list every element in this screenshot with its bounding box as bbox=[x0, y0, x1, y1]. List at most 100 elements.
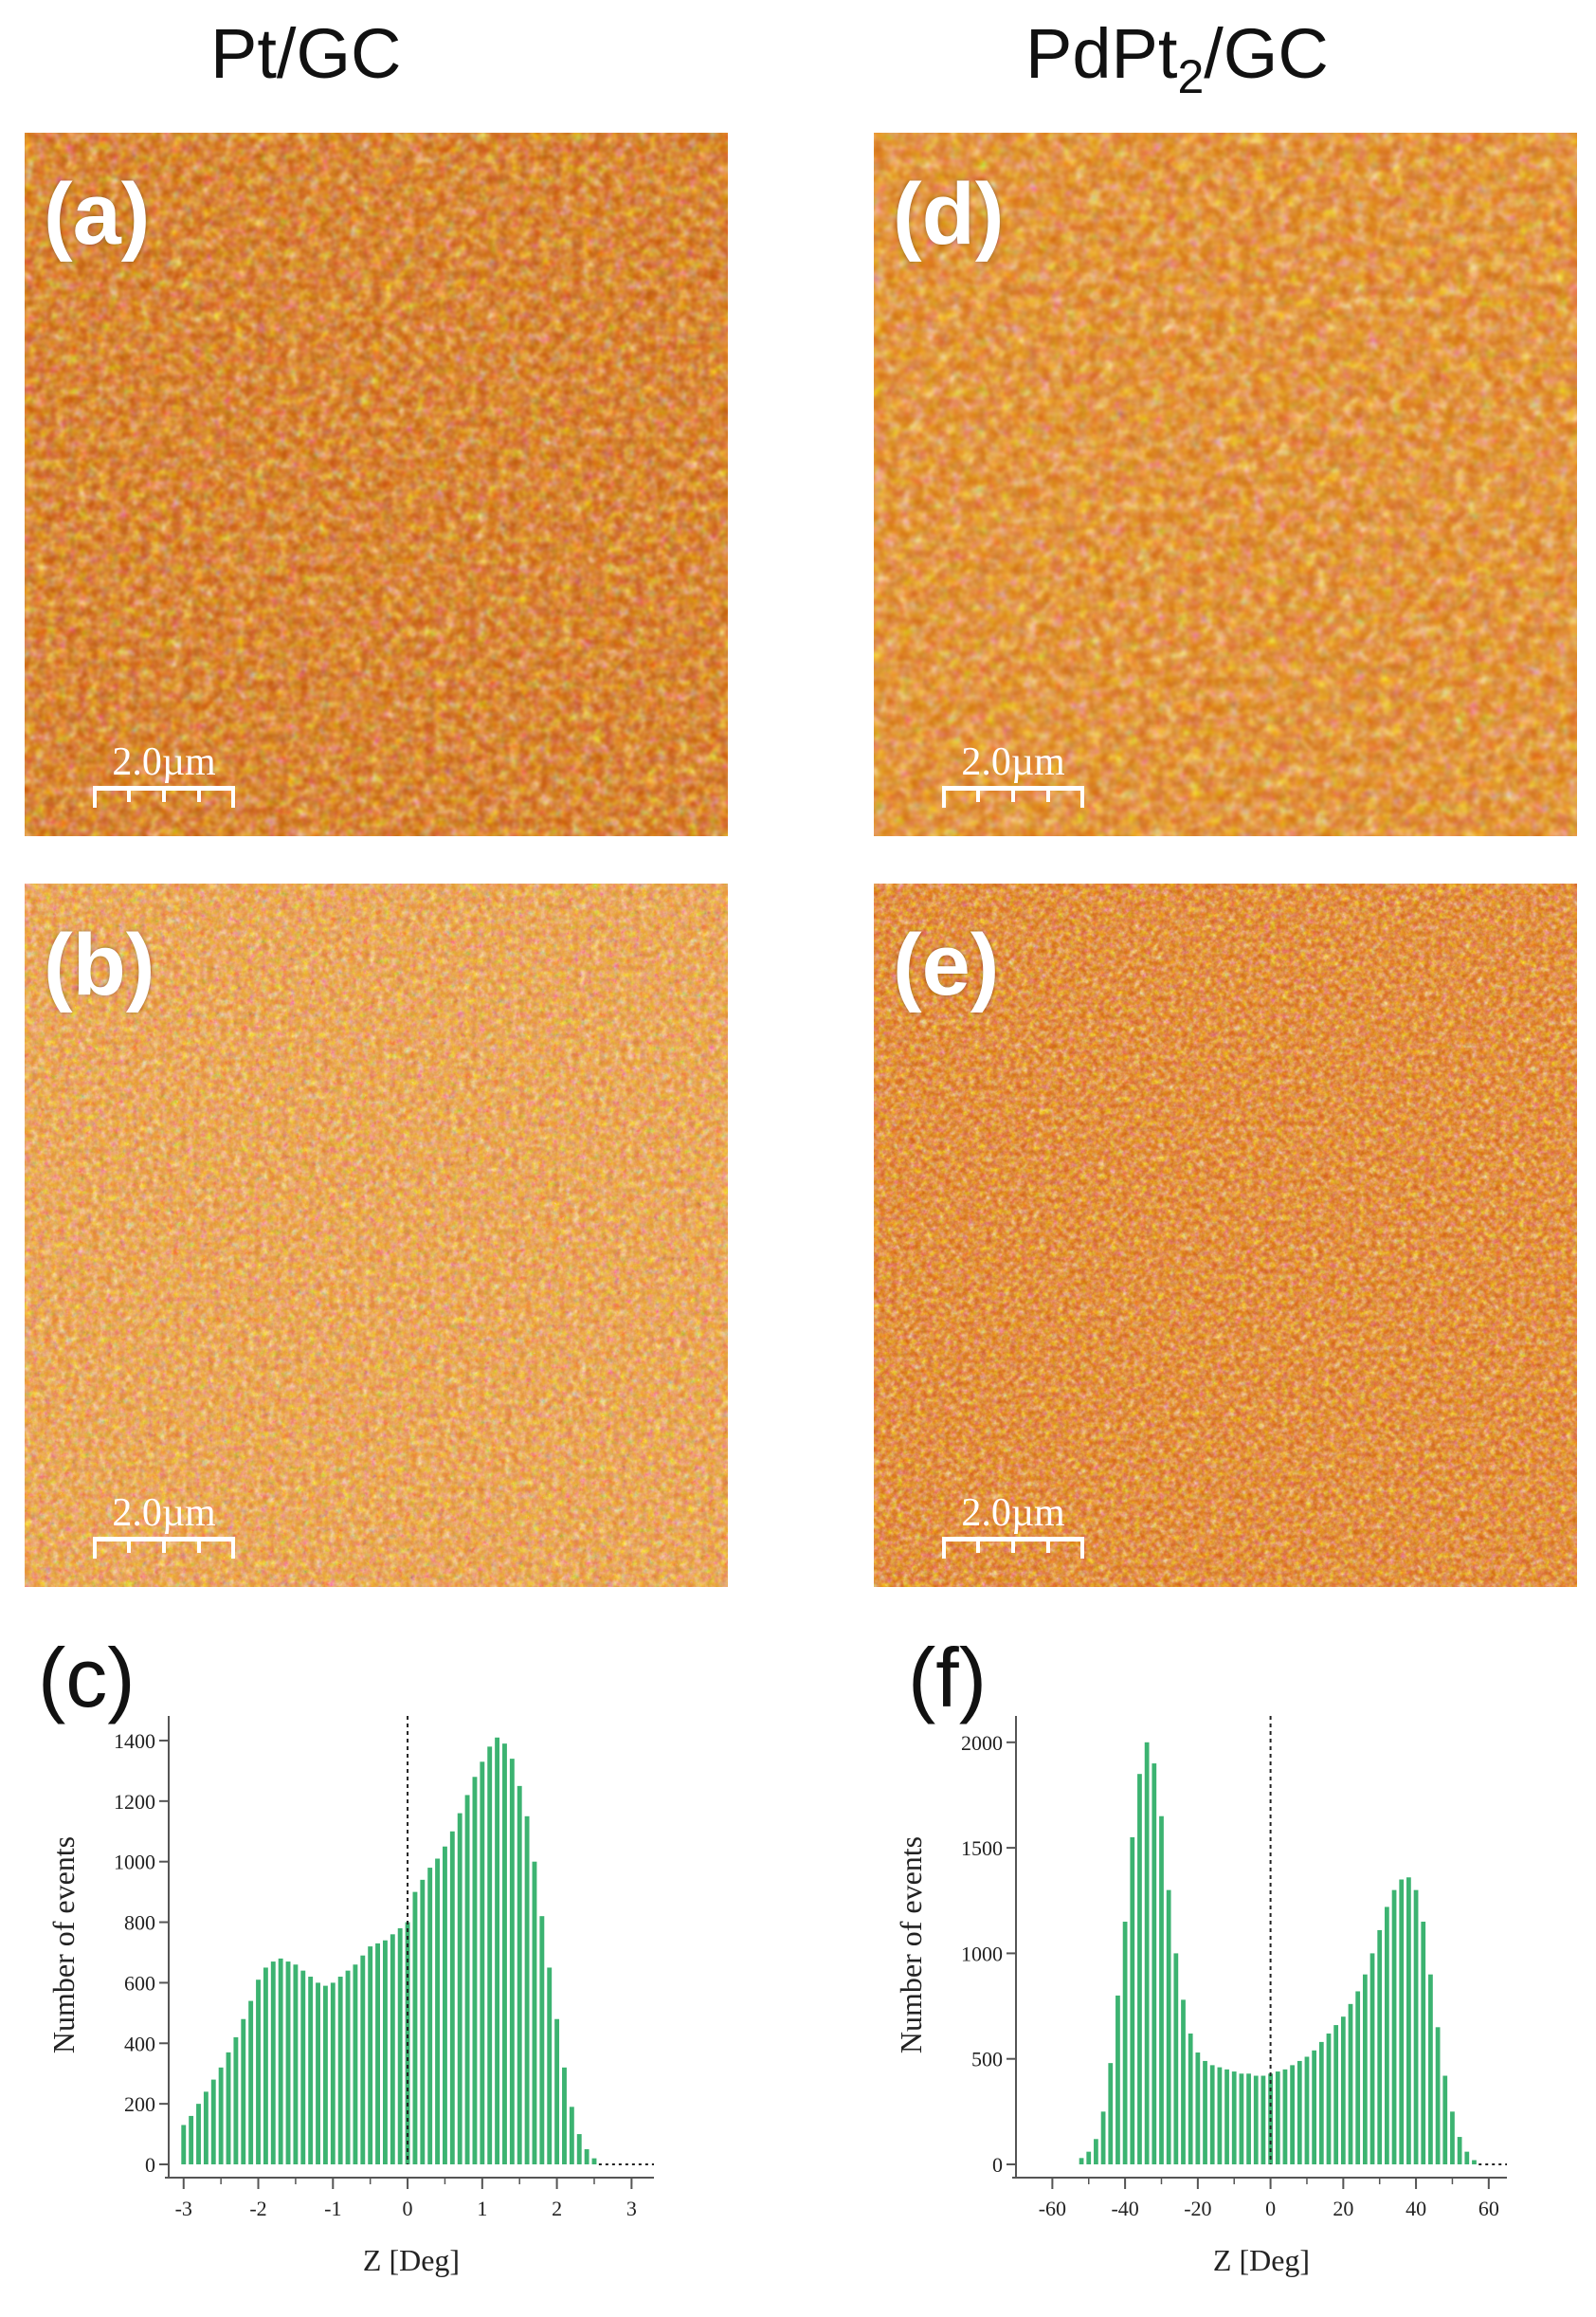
histogram-chart-f: 0 500 1000 1500 2000 -60 -40 -20 0 20 40 60 Z [Deg] N… bbox=[894, 1716, 1507, 2277]
x-tick-label: -20 bbox=[1184, 2197, 1211, 2220]
bar bbox=[203, 2091, 209, 2164]
bar bbox=[1188, 2033, 1193, 2164]
afm-panel-e: (e) 2.0µm bbox=[874, 884, 1577, 1587]
histogram-panel-c: (c) 0 200 400 600 800 1000 1200 1400 -3 -2 -1 0 1 2 3 Z… bbox=[0, 1602, 720, 2304]
y-tick-label: 400 bbox=[124, 2032, 155, 2055]
column-title-pdpt2-gc: PdPt2/GC bbox=[1025, 13, 1329, 104]
scale-bar-d: 2.0µm bbox=[942, 742, 1084, 808]
bar bbox=[1253, 2075, 1259, 2164]
y-tick-label: 2000 bbox=[961, 1731, 1003, 1755]
bar bbox=[300, 1970, 306, 2164]
title-part-gc: /GC bbox=[1204, 14, 1329, 93]
panel-label-a: (a) bbox=[44, 166, 151, 263]
bar bbox=[360, 1955, 366, 2164]
bar bbox=[524, 1815, 530, 2164]
y-tick-label: 0 bbox=[145, 2153, 155, 2177]
bar bbox=[1406, 1877, 1411, 2164]
bar bbox=[390, 1934, 395, 2164]
scale-bar-a: 2.0µm bbox=[93, 740, 235, 808]
histogram-chart-c: 0 200 400 600 800 1000 1200 1400 -3 -2 -1 0 1 2 3 Z [De… bbox=[46, 1716, 654, 2277]
bar bbox=[308, 1977, 314, 2164]
title-subscript-2: 2 bbox=[1177, 49, 1205, 103]
bar bbox=[472, 1777, 478, 2164]
bar bbox=[591, 2158, 597, 2164]
bar bbox=[1362, 1974, 1368, 2164]
bar bbox=[539, 1916, 545, 2164]
bar bbox=[1312, 2050, 1317, 2164]
bar bbox=[1457, 2137, 1462, 2164]
bar bbox=[1079, 2158, 1084, 2164]
scale-bar-line-e bbox=[942, 1537, 1084, 1559]
bar bbox=[1108, 2063, 1114, 2164]
bar bbox=[330, 1982, 336, 2164]
bar bbox=[1464, 2151, 1470, 2164]
bar bbox=[1297, 2060, 1302, 2164]
bar bbox=[1130, 1836, 1135, 2164]
bar bbox=[1137, 1774, 1142, 2164]
y-tick-label: 0 bbox=[992, 2153, 1003, 2177]
bar bbox=[1377, 1929, 1383, 2164]
bar bbox=[464, 1795, 470, 2164]
y-tick-label: 800 bbox=[124, 1911, 155, 1935]
x-tick-label: 0 bbox=[403, 2197, 413, 2220]
y-tick-label: 1000 bbox=[114, 1851, 155, 1874]
bar bbox=[1326, 2033, 1332, 2164]
bar bbox=[1333, 2025, 1339, 2164]
bar bbox=[226, 2052, 231, 2164]
chart-letter-f: (f) bbox=[908, 1631, 988, 1724]
bar bbox=[412, 1891, 418, 2164]
bar bbox=[1428, 1974, 1433, 2164]
bar bbox=[1217, 2067, 1223, 2164]
afm-panel-d: (d) 2.0µm bbox=[874, 133, 1577, 836]
bar bbox=[495, 1737, 500, 2164]
bar bbox=[1246, 2073, 1251, 2164]
bar bbox=[1355, 1991, 1361, 2164]
x-tick-label: 60 bbox=[1478, 2197, 1499, 2220]
afm-panel-a: (a) 2.0µm bbox=[25, 133, 728, 836]
bar bbox=[1203, 2060, 1207, 2164]
x-tick-label: 1 bbox=[477, 2197, 487, 2220]
bar bbox=[375, 1943, 380, 2164]
panel-label-e: (e) bbox=[893, 917, 1000, 1013]
bar bbox=[517, 1785, 522, 2164]
bar bbox=[1399, 1879, 1405, 2164]
bar bbox=[435, 1858, 441, 2164]
bar bbox=[181, 2125, 187, 2164]
bar bbox=[1384, 1907, 1389, 2164]
scale-bar-line-b bbox=[93, 1537, 235, 1559]
bar bbox=[449, 1831, 455, 2164]
bar bbox=[1195, 2052, 1201, 2164]
x-tick-label: -3 bbox=[175, 2197, 192, 2220]
x-tick-label: 40 bbox=[1406, 2197, 1426, 2220]
scale-bar-text-b: 2.0µm bbox=[112, 1491, 216, 1535]
bar bbox=[293, 1964, 299, 2164]
bar bbox=[345, 1970, 351, 2164]
bar bbox=[397, 1927, 403, 2164]
bar bbox=[316, 1982, 320, 2164]
bar bbox=[547, 1967, 553, 2164]
bar bbox=[1094, 2139, 1098, 2164]
panel-label-b: (b) bbox=[44, 917, 155, 1013]
afm-topography-image-d bbox=[874, 133, 1577, 836]
title-part-pdpt: PdPt bbox=[1025, 14, 1178, 93]
x-tick-label: -60 bbox=[1039, 2197, 1066, 2220]
bar bbox=[480, 1761, 485, 2164]
bar bbox=[1115, 1995, 1120, 2164]
scale-bar-text-a: 2.0µm bbox=[112, 740, 216, 784]
bar bbox=[502, 1743, 507, 2164]
bar bbox=[285, 1961, 291, 2164]
bar bbox=[1224, 2069, 1229, 2164]
bar bbox=[1442, 2075, 1448, 2164]
bar bbox=[1348, 2003, 1353, 2164]
y-tick-label: 600 bbox=[124, 1971, 155, 1995]
y-tick-label: 1500 bbox=[961, 1836, 1003, 1860]
afm-topography-image-a bbox=[25, 133, 728, 836]
bar bbox=[353, 1964, 358, 2164]
y-tick-label: 200 bbox=[124, 2092, 155, 2116]
y-tick-label: 1000 bbox=[961, 1942, 1003, 1965]
x-axis-label: Z [Deg] bbox=[1213, 2243, 1310, 2277]
x-tick-label: 2 bbox=[552, 2197, 562, 2220]
bar bbox=[1152, 1763, 1157, 2164]
bar bbox=[382, 1940, 388, 2164]
bar bbox=[337, 1977, 343, 2164]
